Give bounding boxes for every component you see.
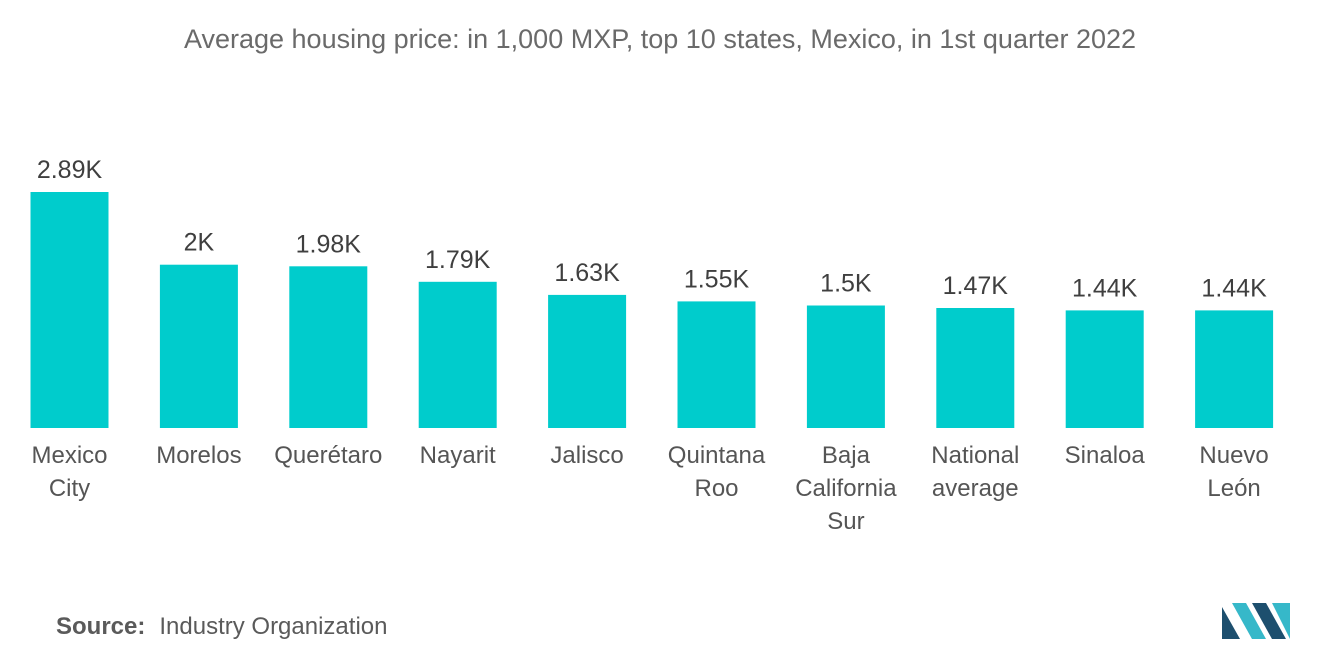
x-tick-label-line: Roo bbox=[694, 475, 738, 502]
data-label: 1.5K bbox=[820, 270, 872, 298]
logo-shape-left bbox=[1222, 607, 1240, 639]
x-tick-label: Quintana Roo bbox=[668, 442, 766, 502]
x-tick-label: Nuevo León bbox=[1199, 442, 1268, 502]
x-tick-label-line: Jalisco bbox=[550, 442, 623, 469]
x-tick-label-line: Morelos bbox=[156, 442, 241, 469]
x-tick-label: National average bbox=[931, 442, 1019, 502]
bar bbox=[30, 192, 109, 428]
logo-shape-mid-a bbox=[1232, 603, 1266, 639]
data-label: 1.79K bbox=[425, 246, 491, 274]
x-tick-label-line: Nayarit bbox=[420, 442, 496, 469]
data-label: 1.44K bbox=[1072, 274, 1138, 302]
logo-shape-mid-b bbox=[1252, 603, 1286, 639]
x-tick-label: Baja California Sur bbox=[795, 442, 897, 535]
bar bbox=[418, 281, 497, 428]
bar bbox=[1195, 310, 1274, 428]
x-tick-label: Morelos bbox=[156, 442, 241, 469]
data-label: 1.47K bbox=[943, 272, 1009, 300]
x-tick-label-line: National bbox=[931, 442, 1019, 469]
source-text: Industry Organization bbox=[159, 613, 388, 640]
logo-shape-right bbox=[1272, 603, 1290, 639]
x-tick-label-line: City bbox=[49, 475, 90, 502]
source-label: Source: bbox=[56, 613, 146, 640]
bar-chart: 2.89K Mexico City 2K Morelos 1.98K Querétaro 1.… bbox=[30, 156, 1274, 535]
x-tick-label-line: Baja bbox=[822, 442, 871, 469]
data-label: 2.89K bbox=[37, 156, 103, 184]
bar bbox=[806, 305, 885, 428]
x-tick-label-line: León bbox=[1207, 475, 1260, 502]
x-tick-label: Querétaro bbox=[274, 442, 382, 469]
x-tick-label-line: Sinaloa bbox=[1065, 442, 1146, 469]
data-label: 2K bbox=[184, 229, 215, 257]
chart-title: Average housing price: in 1,000 MXP, top… bbox=[183, 24, 1137, 54]
x-tick-label: Sinaloa bbox=[1065, 442, 1146, 469]
bar bbox=[159, 264, 238, 428]
x-tick-label-line: Nuevo bbox=[1199, 442, 1268, 469]
bar bbox=[289, 266, 368, 428]
x-tick-label-line: average bbox=[932, 475, 1019, 502]
data-label: 1.63K bbox=[554, 259, 620, 287]
bar bbox=[677, 301, 756, 428]
data-label: 1.44K bbox=[1201, 274, 1267, 302]
x-tick-label: Nayarit bbox=[420, 442, 496, 469]
brand-logo-icon bbox=[1222, 603, 1290, 639]
x-tick-label-line: Quintana bbox=[668, 442, 766, 469]
x-tick-label-line: California bbox=[795, 475, 897, 502]
x-tick-label-line: Querétaro bbox=[274, 442, 382, 469]
data-label: 1.98K bbox=[296, 230, 362, 258]
bar bbox=[1065, 310, 1144, 428]
bar bbox=[936, 308, 1015, 428]
source-note: Source: Industry Organization bbox=[56, 613, 387, 641]
bar bbox=[548, 294, 627, 428]
x-tick-label-line: Sur bbox=[827, 508, 864, 535]
x-tick-label-line: Mexico bbox=[31, 442, 107, 469]
x-tick-label: Mexico City bbox=[31, 442, 107, 502]
x-tick-label: Jalisco bbox=[550, 442, 623, 469]
data-label: 1.55K bbox=[684, 265, 750, 293]
